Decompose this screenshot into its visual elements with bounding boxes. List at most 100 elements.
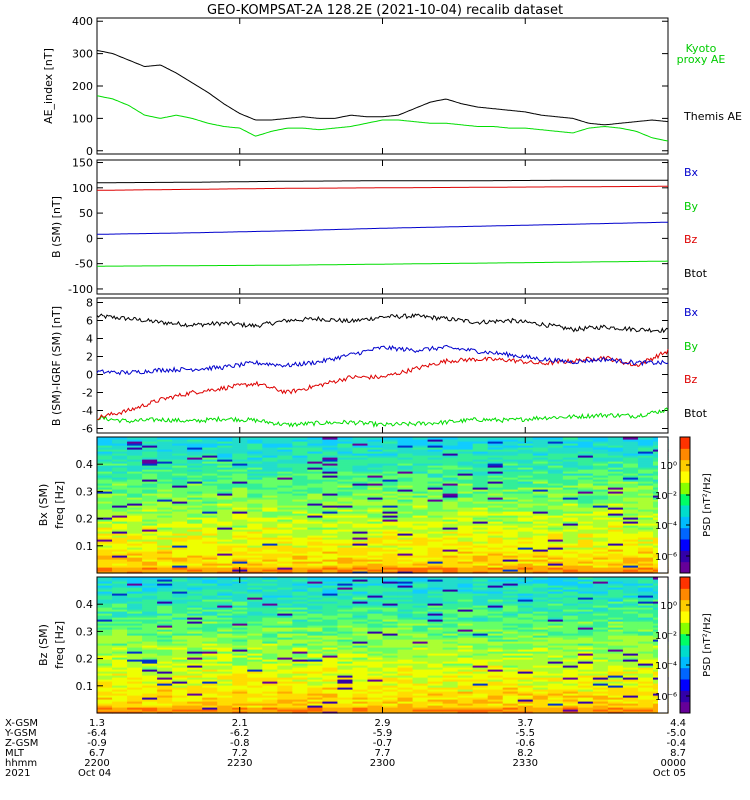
- bx-spec-cell: [517, 509, 534, 512]
- bx-spec-cell: [247, 467, 263, 470]
- legend-b-btot: Btot: [684, 267, 708, 280]
- bz-spec-cell: [442, 651, 459, 654]
- bx-spec-cell: [562, 501, 579, 504]
- bx-spec-cell: [112, 531, 128, 534]
- bz-spec-cell: [352, 659, 369, 662]
- bx-spec-cell: [502, 501, 519, 504]
- bx-spec-cell: [502, 509, 519, 512]
- bz-spec-cell: [352, 683, 369, 686]
- bz-spec-cell: [577, 709, 594, 712]
- bz-spec-cell: [172, 615, 188, 618]
- bx-spec-cell: [472, 477, 489, 480]
- bz-spec-cell: [412, 663, 429, 666]
- bz-spec-cell: [592, 701, 609, 704]
- bx-spec-cell: [487, 481, 504, 484]
- bx-spec-cell: [592, 441, 609, 444]
- bx-spec-cell: [157, 571, 173, 574]
- b-ytick-label: 100: [72, 182, 93, 195]
- bx-spec-cell: [592, 561, 609, 564]
- bz-spec-cell: [412, 689, 429, 692]
- bz-spec-cell: [292, 709, 308, 712]
- bz-spec-cell: [487, 655, 504, 658]
- bz-spec-cell: [382, 705, 399, 708]
- bx-spec-cell: [397, 569, 414, 572]
- bz-spec-cell: [532, 693, 549, 696]
- bz-spec-cell: [622, 667, 639, 670]
- bx-spec-cell: [292, 457, 308, 460]
- bx-spec-cell: [622, 455, 639, 458]
- bz-spec-cell: [112, 685, 128, 688]
- bz-spec-cell: [112, 645, 128, 648]
- bx-spec-cell: [547, 441, 564, 444]
- bz-spec-cell: [307, 689, 323, 692]
- bz-spec-cell: [532, 709, 549, 712]
- bx-spec-cell: [97, 563, 113, 566]
- bx-spec-cell: [217, 537, 233, 540]
- bz-spec-cell: [367, 605, 384, 608]
- bx-spec-cell: [622, 531, 639, 534]
- bz-spec-cell: [307, 631, 323, 634]
- bz-spec-cell: [307, 671, 323, 674]
- bx-spec-cell: [412, 497, 429, 500]
- bz-spec-cell: [307, 697, 323, 700]
- bx-spec-cell: [547, 533, 564, 536]
- bx-spec-cell: [232, 513, 248, 516]
- bz-spec-cell: [292, 651, 308, 654]
- bx-spec-cell: [277, 531, 293, 534]
- bz-spec-cell: [217, 681, 233, 684]
- bx-spec-cell: [607, 487, 624, 490]
- bz-spec-cell: [262, 689, 278, 692]
- bx-spec-cell: [577, 541, 594, 544]
- bx-spec-cell: [547, 545, 564, 548]
- bx-spec-cell: [472, 507, 489, 510]
- bx-spec-cell: [232, 493, 248, 496]
- bx-spec-cell: [412, 499, 429, 502]
- bz-spec-cell: [352, 689, 369, 692]
- bx-spec-cell: [532, 501, 549, 504]
- bz-spec-cell: [337, 635, 354, 638]
- bz-spec-cell: [352, 695, 369, 698]
- bx-spec-cell: [277, 461, 293, 464]
- bx-spec-cell: [217, 571, 233, 574]
- bx-spec-cell: [367, 481, 384, 484]
- bx-spec-cell: [397, 563, 414, 566]
- bx-spec-cell: [562, 487, 579, 490]
- bx-spec-cell: [427, 569, 444, 572]
- bz-spec-cell: [472, 695, 489, 698]
- bx-spec-cell: [247, 497, 263, 500]
- bz-spec-cell: [607, 617, 624, 620]
- bx-spec-cell: [637, 451, 654, 454]
- bz-spec-cell: [367, 647, 384, 650]
- bz-spec-cell: [292, 597, 308, 600]
- bx-spec-cell: [502, 569, 519, 572]
- bx-spec-cell: [427, 527, 444, 530]
- bz-spec-cell: [292, 711, 308, 714]
- bx-spec-cell: [202, 449, 218, 452]
- bz-spec-cell: [412, 605, 429, 608]
- bx-spec-cell: [112, 485, 128, 488]
- bx-spec-cell: [292, 483, 308, 486]
- bx-spec-cell: [127, 473, 143, 476]
- bx-spec-cell: [187, 467, 203, 470]
- bx-spec-cell: [562, 509, 579, 512]
- bx-spec-cell: [532, 511, 549, 514]
- bx-spec-cell: [562, 469, 579, 472]
- bx-spec-cell: [412, 461, 429, 464]
- bz-spec-cell: [337, 671, 354, 674]
- bx-spec-cell: [247, 469, 263, 472]
- bx-spec-cell: [322, 495, 339, 498]
- bz-spec-cell: [262, 613, 278, 616]
- bx-spec-cell: [592, 443, 609, 446]
- bz-spec-cell: [412, 637, 429, 640]
- bx-spec-cell: [217, 521, 233, 524]
- bx-spec-cell: [112, 525, 128, 528]
- bx-spec-colorbar-step: [680, 520, 690, 524]
- bx-spec-cell: [217, 479, 233, 482]
- bz-spec-cell: [202, 605, 218, 608]
- bx-spec-cell: [622, 561, 639, 564]
- bx-spec-cell: [592, 567, 609, 570]
- bz-spec-cell: [637, 665, 654, 668]
- bx-spec-cell: [412, 555, 429, 558]
- bz-spec-cell: [187, 679, 203, 682]
- bx-spec-cell: [157, 519, 173, 522]
